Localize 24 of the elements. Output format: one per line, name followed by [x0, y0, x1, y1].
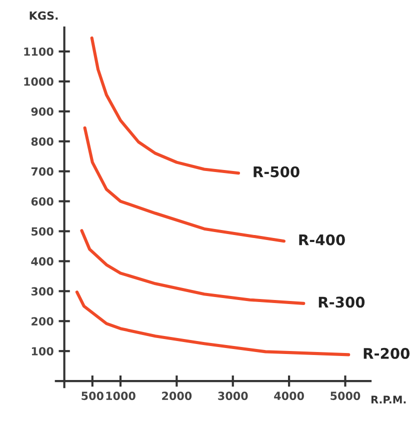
x-tick-label: 500 [82, 392, 104, 400]
x-tick-label: 5000 [330, 392, 360, 400]
x-axis-title: R.P.M. [371, 396, 406, 404]
y-tick-label: 1100 [24, 47, 54, 56]
series-label: R-500 [254, 166, 300, 178]
y-tick-label: 200 [32, 317, 54, 326]
y-tick-label: 100 [32, 347, 54, 356]
y-axis-title: KGS. [30, 11, 58, 20]
y-tick-label: 400 [31, 257, 54, 266]
y-tick-label: 500 [32, 227, 54, 236]
x-tick-label: 4000 [274, 392, 304, 400]
line-series [90, 36, 240, 175]
series-label: R-300 [318, 296, 365, 308]
series-label: R-400 [299, 234, 345, 246]
x-tick-label: 2000 [162, 392, 192, 400]
y-tick-label: 1000 [24, 77, 54, 86]
y-tick-label: 800 [31, 137, 54, 146]
y-tick-label: 300 [31, 287, 54, 296]
y-tick-label: 900 [31, 107, 54, 116]
y-tick-label: 700 [31, 167, 54, 176]
x-tick-label: 3000 [218, 392, 248, 400]
x-tick-label: 1000 [106, 392, 136, 400]
series-label: R-200 [364, 348, 410, 359]
y-tick-label: 600 [31, 197, 54, 206]
